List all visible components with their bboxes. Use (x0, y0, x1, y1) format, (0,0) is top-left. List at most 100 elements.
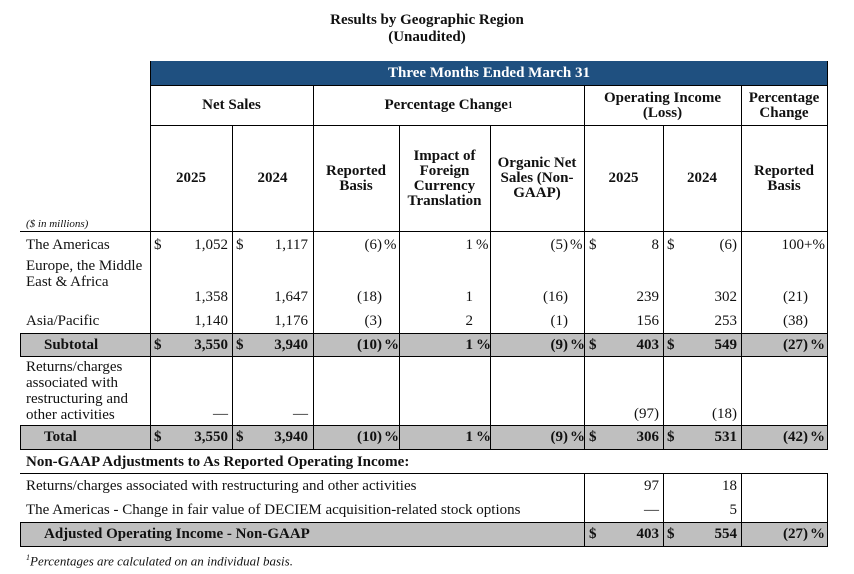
cell-value: (3) (364, 313, 383, 329)
cell-value: (27) (783, 526, 808, 542)
row-label: The Americas (26, 237, 110, 253)
adj-label: The Americas - Change in fair value of D… (26, 502, 521, 518)
pct-sign: % (384, 429, 399, 445)
cell-value: (21) (783, 289, 808, 305)
cell-value: 1,176 (274, 313, 308, 329)
dollar-sign: $ (589, 429, 597, 445)
cell-value: (27) (783, 337, 808, 353)
returns-label: Returns/charges associated with restruct… (26, 359, 129, 423)
cell-value: 156 (636, 313, 660, 329)
cell-value: 1 (465, 337, 474, 353)
cell-value: 3,550 (194, 429, 228, 445)
row-label: Europe, the Middle East & Africa (26, 258, 143, 290)
total-label: Total (44, 429, 77, 445)
cell-value: 1 (465, 289, 474, 305)
cell-value: 18 (722, 478, 737, 494)
cell-value: 554 (714, 526, 738, 542)
adj-label: Returns/charges associated with restruct… (26, 478, 417, 494)
pct-sign: % (476, 237, 489, 253)
dollar-sign: $ (236, 337, 244, 353)
subtotal-row-bg (20, 333, 828, 356)
dollar-sign: $ (667, 337, 675, 353)
cell-value: (5) (550, 237, 569, 253)
cell-value: 549 (714, 337, 738, 353)
dollar-sign: $ (154, 337, 162, 353)
cell-value: 302 (714, 289, 738, 305)
header-reported-basis: Reported Basis (326, 162, 386, 194)
cell-value: (1) (550, 313, 569, 329)
dollar-sign: $ (236, 429, 244, 445)
cell-value: 100+% (781, 237, 825, 253)
total-row-bg (20, 425, 828, 449)
cell-value: (10) (357, 337, 382, 353)
cell-value: 8 (651, 237, 660, 253)
cell-value: 5 (729, 502, 738, 518)
nongaap-header: Non-GAAP Adjustments to As Reported Oper… (26, 454, 410, 470)
cell-value: 97 (644, 478, 659, 494)
cell-value: 403 (636, 337, 660, 353)
pct-sign: % (810, 337, 825, 353)
dollar-sign: $ (667, 429, 675, 445)
units-note: ($ in millions) (26, 218, 89, 230)
adjusted-label: Adjusted Operating Income - Non-GAAP (44, 526, 310, 542)
cell-value: — (213, 406, 228, 422)
header-net-sales: Net Sales (202, 97, 261, 113)
dollar-sign: $ (589, 337, 597, 353)
cell-value: 253 (714, 313, 738, 329)
pct-sign: % (570, 337, 585, 353)
cell-value: 1,647 (274, 289, 308, 305)
header-oi-2024: 2024 (687, 170, 717, 186)
cell-value: 2 (465, 313, 474, 329)
cell-value: (6) (719, 237, 738, 253)
cell-value: (18) (357, 289, 382, 305)
cell-value: (10) (357, 429, 382, 445)
cell-value: (38) (783, 313, 808, 329)
header-oi-2025: 2025 (608, 170, 639, 186)
cell-value: (6) (364, 237, 383, 253)
cell-value: — (644, 502, 659, 518)
dollar-sign: $ (667, 526, 675, 542)
cell-value: 1 (465, 429, 474, 445)
cell-value: 306 (636, 429, 660, 445)
adjusted-row-bg (20, 522, 828, 546)
cell-value: 531 (714, 429, 738, 445)
dollar-sign: $ (154, 237, 162, 253)
pct-sign: % (810, 526, 825, 542)
cell-value: 1,358 (194, 289, 228, 305)
header-percentage-change-oi: Percentage Change (748, 89, 820, 121)
header-percentage-change: Percentage Change 1 (384, 97, 513, 113)
dollar-sign: $ (589, 237, 597, 253)
header-ns-2025: 2025 (176, 170, 206, 186)
subtotal-label: Subtotal (44, 337, 99, 353)
header-ns-2024: 2024 (257, 170, 288, 186)
footnote: 1Percentages are calculated on an indivi… (26, 553, 293, 569)
cell-value: 1,140 (194, 313, 228, 329)
cell-value: (42) (783, 429, 808, 445)
dollar-sign: $ (589, 526, 597, 542)
pct-sign: % (810, 429, 825, 445)
pct-sign: % (476, 429, 491, 445)
pct-sign: % (476, 337, 491, 353)
pct-sign: % (570, 237, 583, 253)
report-subtitle: (Unaudited) (388, 29, 466, 45)
cell-value: (97) (634, 406, 659, 422)
cell-value: 239 (636, 289, 660, 305)
cell-value: 3,940 (274, 337, 308, 353)
cell-value: (9) (550, 429, 569, 445)
cell-value: 3,550 (194, 337, 228, 353)
header-reported-basis-2: Reported Basis (754, 162, 814, 194)
header-fx-impact: Impact of Foreign Currency Translation (407, 147, 482, 209)
cell-value: 3,940 (274, 429, 308, 445)
dollar-sign: $ (236, 237, 244, 253)
dollar-sign: $ (667, 237, 675, 253)
pct-sign: % (384, 337, 399, 353)
row-label: Asia/Pacific (26, 313, 100, 329)
cell-value: 1 (465, 237, 474, 253)
pct-sign: % (384, 237, 397, 253)
period-band: Three Months Ended March 31 (150, 61, 828, 85)
pct-sign: % (570, 429, 585, 445)
cell-value: — (293, 406, 308, 422)
cell-value: 1,117 (274, 237, 308, 253)
report-title: Results by Geographic Region (330, 12, 524, 28)
cell-value: (9) (550, 337, 569, 353)
